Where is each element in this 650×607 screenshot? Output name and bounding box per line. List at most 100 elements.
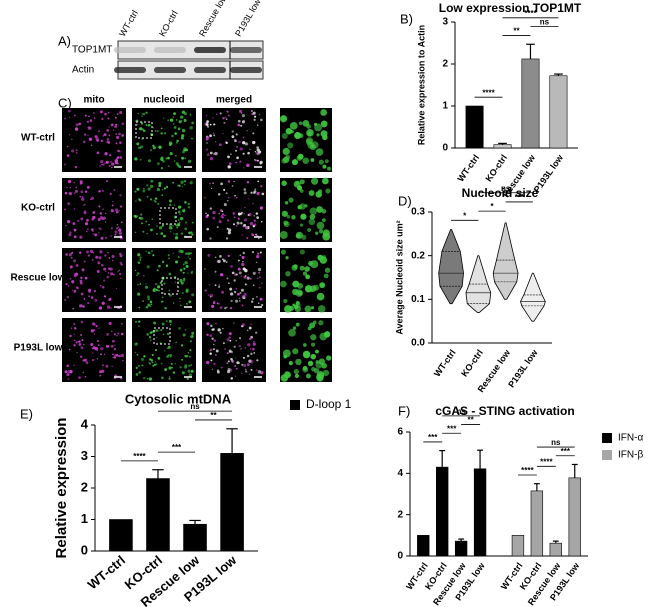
signal xyxy=(162,159,165,163)
signal xyxy=(315,349,319,354)
y-tick-label: 0.2 xyxy=(411,250,425,261)
signal xyxy=(172,224,174,227)
signal xyxy=(242,356,245,359)
signal xyxy=(246,180,250,184)
signal xyxy=(134,157,138,161)
legend-swatch xyxy=(290,400,300,410)
signal xyxy=(241,323,245,327)
panel-label: F) xyxy=(398,403,410,418)
signal xyxy=(80,320,84,324)
signal xyxy=(154,282,158,286)
signal xyxy=(239,147,243,151)
signal xyxy=(228,336,231,339)
signal xyxy=(259,162,262,165)
signal xyxy=(302,365,308,371)
signal xyxy=(293,264,298,269)
signal xyxy=(233,345,236,348)
signal xyxy=(162,189,164,191)
bar xyxy=(493,144,512,149)
signal xyxy=(244,368,247,371)
signal xyxy=(258,276,261,279)
row-label: Rescue low xyxy=(10,273,65,284)
signal xyxy=(64,191,68,195)
signal xyxy=(246,363,250,367)
signal xyxy=(304,266,310,272)
y-tick-label: 0 xyxy=(442,143,448,154)
signal xyxy=(294,373,299,379)
significance-label: * xyxy=(490,202,494,211)
signal xyxy=(79,195,82,198)
signal xyxy=(157,202,160,205)
signal xyxy=(74,189,78,193)
signal xyxy=(98,256,102,260)
signal xyxy=(260,185,263,188)
signal xyxy=(108,134,111,137)
signal xyxy=(250,368,253,371)
signal xyxy=(327,166,331,171)
signal xyxy=(107,111,110,114)
signal xyxy=(183,183,186,186)
signal xyxy=(168,319,172,323)
y-tick-label: 0.1 xyxy=(411,294,425,305)
signal xyxy=(76,351,78,354)
signal xyxy=(227,155,230,159)
signal xyxy=(250,109,253,113)
signal xyxy=(315,361,323,369)
signal xyxy=(234,299,239,303)
signal xyxy=(238,297,241,300)
signal xyxy=(175,232,179,236)
signal xyxy=(64,208,66,211)
signal xyxy=(226,110,229,113)
signal xyxy=(136,187,140,191)
signal xyxy=(228,349,232,353)
signal xyxy=(141,113,143,115)
signal xyxy=(240,124,243,127)
signal xyxy=(213,362,216,366)
signal xyxy=(75,149,78,152)
significance-label: * xyxy=(463,211,467,220)
signal xyxy=(223,188,226,191)
signal xyxy=(213,123,216,126)
signal xyxy=(143,355,146,358)
signal xyxy=(236,361,240,365)
signal xyxy=(189,257,192,260)
signal xyxy=(81,195,84,198)
signal xyxy=(190,369,194,373)
signal xyxy=(152,254,155,256)
signal xyxy=(177,256,180,259)
signal xyxy=(99,228,102,231)
signal xyxy=(67,202,71,206)
signal xyxy=(94,298,98,302)
signal xyxy=(212,182,214,185)
signal xyxy=(146,184,149,187)
signal xyxy=(228,162,232,166)
signal xyxy=(142,187,145,190)
signal xyxy=(246,237,249,240)
signal xyxy=(92,211,96,214)
signal xyxy=(213,343,215,345)
signal xyxy=(309,214,316,220)
signal xyxy=(82,305,85,308)
signal xyxy=(220,273,224,277)
panel-label: B) xyxy=(400,11,413,26)
signal xyxy=(219,112,222,115)
signal xyxy=(110,123,114,127)
signal xyxy=(182,333,186,337)
y-axis-label: Average Nucleoid size um² xyxy=(394,220,404,334)
signal xyxy=(187,272,189,274)
signal xyxy=(165,157,168,160)
signal xyxy=(174,363,177,365)
signal xyxy=(147,159,151,163)
signal xyxy=(98,306,103,310)
signal xyxy=(180,180,184,184)
signal xyxy=(147,251,151,255)
signal xyxy=(227,231,231,235)
signal xyxy=(145,220,148,223)
signal xyxy=(256,254,260,259)
signal xyxy=(179,301,181,303)
signal xyxy=(226,352,229,355)
signal xyxy=(289,122,298,130)
signal xyxy=(100,159,104,164)
signal xyxy=(298,121,303,126)
signal xyxy=(179,216,184,221)
